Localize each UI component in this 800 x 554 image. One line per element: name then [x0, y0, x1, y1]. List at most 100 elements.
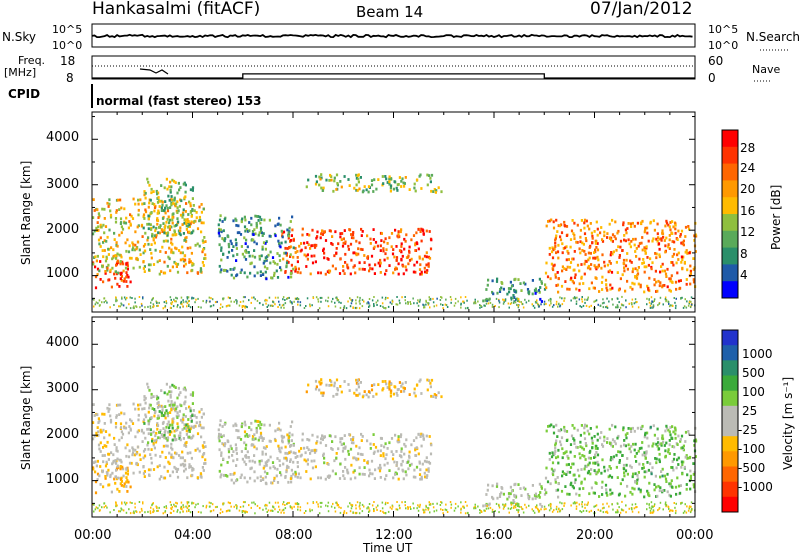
power-cell [180, 199, 183, 203]
power-cell [106, 266, 109, 270]
velocity-cell [218, 469, 221, 473]
velocity-cell [109, 420, 113, 424]
power-cell [142, 244, 146, 248]
velocity-cell [552, 473, 555, 477]
velocity-cell [170, 430, 173, 434]
power-cell [554, 238, 557, 242]
power-cell [355, 252, 358, 256]
velocity-cell [135, 510, 138, 513]
velocity-cell [379, 449, 382, 453]
velocity-cell [561, 508, 564, 511]
power-cell [129, 213, 132, 217]
velocity-cell [635, 452, 638, 455]
velocity-cell [396, 388, 399, 392]
power-cell [196, 271, 199, 274]
velocity-cell [413, 507, 415, 510]
power-cell [655, 237, 658, 241]
velocity-cell [340, 390, 343, 394]
velocity-cell [92, 437, 95, 441]
power-scatter [92, 173, 698, 310]
power-cell [408, 188, 411, 191]
velocity-cell [532, 509, 535, 512]
power-cell [163, 231, 166, 235]
velocity-cell [136, 445, 140, 449]
power-cell [119, 260, 122, 263]
power-cell [665, 275, 668, 278]
power-cell [116, 282, 119, 286]
velocity-cell [331, 448, 334, 451]
power-cell [531, 279, 534, 282]
velocity-cell [450, 506, 452, 509]
velocity-cell [668, 443, 671, 447]
power-cell [262, 261, 265, 265]
velocity-cell [147, 385, 150, 389]
velocity-cell [463, 506, 465, 509]
power-cell [173, 229, 176, 233]
velocity-cell [254, 419, 257, 423]
velocity-cell [614, 442, 617, 446]
velocity-cell [647, 492, 650, 495]
velocity-cell [254, 503, 256, 506]
velocity-cell [423, 459, 427, 463]
power-cell [543, 303, 546, 306]
power-cell [582, 282, 585, 285]
power-cell [675, 287, 678, 291]
power-cell [218, 264, 221, 268]
velocity-cell [115, 477, 119, 481]
velocity-cell [288, 431, 291, 435]
power-cell [183, 258, 186, 262]
power-cell [440, 296, 442, 298]
velocity-cell [389, 394, 392, 398]
velocity-cell [399, 435, 402, 439]
power-cell [692, 268, 695, 271]
power-cell [276, 276, 280, 279]
velocity-cell [617, 510, 619, 513]
velocity-cell [625, 511, 627, 514]
power-cell [290, 234, 293, 237]
velocity-cell [655, 461, 658, 465]
power-ytick-1000: 1000 [46, 266, 79, 281]
velocity-cell [611, 503, 613, 506]
velocity-cell [288, 501, 290, 504]
velocity-cell [284, 504, 286, 506]
power-cell [420, 272, 423, 276]
velocity-cell [580, 511, 583, 514]
power-cell [607, 270, 610, 274]
power-cell [344, 252, 347, 256]
velocity-cell [560, 428, 563, 432]
power-cell [564, 297, 566, 300]
power-cell [113, 238, 116, 241]
power-cell [504, 298, 507, 301]
power-cell [679, 233, 682, 236]
power-cell [674, 231, 677, 235]
power-cell [321, 233, 324, 236]
power-cell [146, 177, 149, 181]
velocity-cell [359, 501, 361, 504]
velocity-cell [397, 467, 400, 471]
power-cell [590, 263, 593, 266]
velocity-cell [235, 446, 238, 450]
power-cell [597, 258, 600, 262]
power-cell [569, 238, 573, 241]
power-cell [175, 296, 177, 299]
velocity-cell [351, 504, 354, 507]
velocity-cell [150, 416, 153, 420]
velocity-cell [601, 507, 604, 510]
power-cell [146, 222, 149, 226]
velocity-cell [181, 456, 184, 460]
velocity-cell [603, 439, 606, 443]
power-cell [220, 303, 222, 306]
velocity-cell [513, 505, 515, 508]
power-cell [151, 299, 153, 302]
power-cell [372, 238, 375, 241]
velocity-cell [336, 504, 339, 507]
power-cell [211, 298, 214, 301]
power-cell [370, 183, 374, 187]
power-cell [301, 227, 304, 231]
velocity-cell [239, 506, 242, 508]
velocity-cell [599, 509, 602, 512]
velocity-cell [356, 501, 359, 504]
velocity-cell [526, 493, 530, 496]
velocity-cell [538, 495, 541, 499]
power-cell [170, 225, 173, 229]
